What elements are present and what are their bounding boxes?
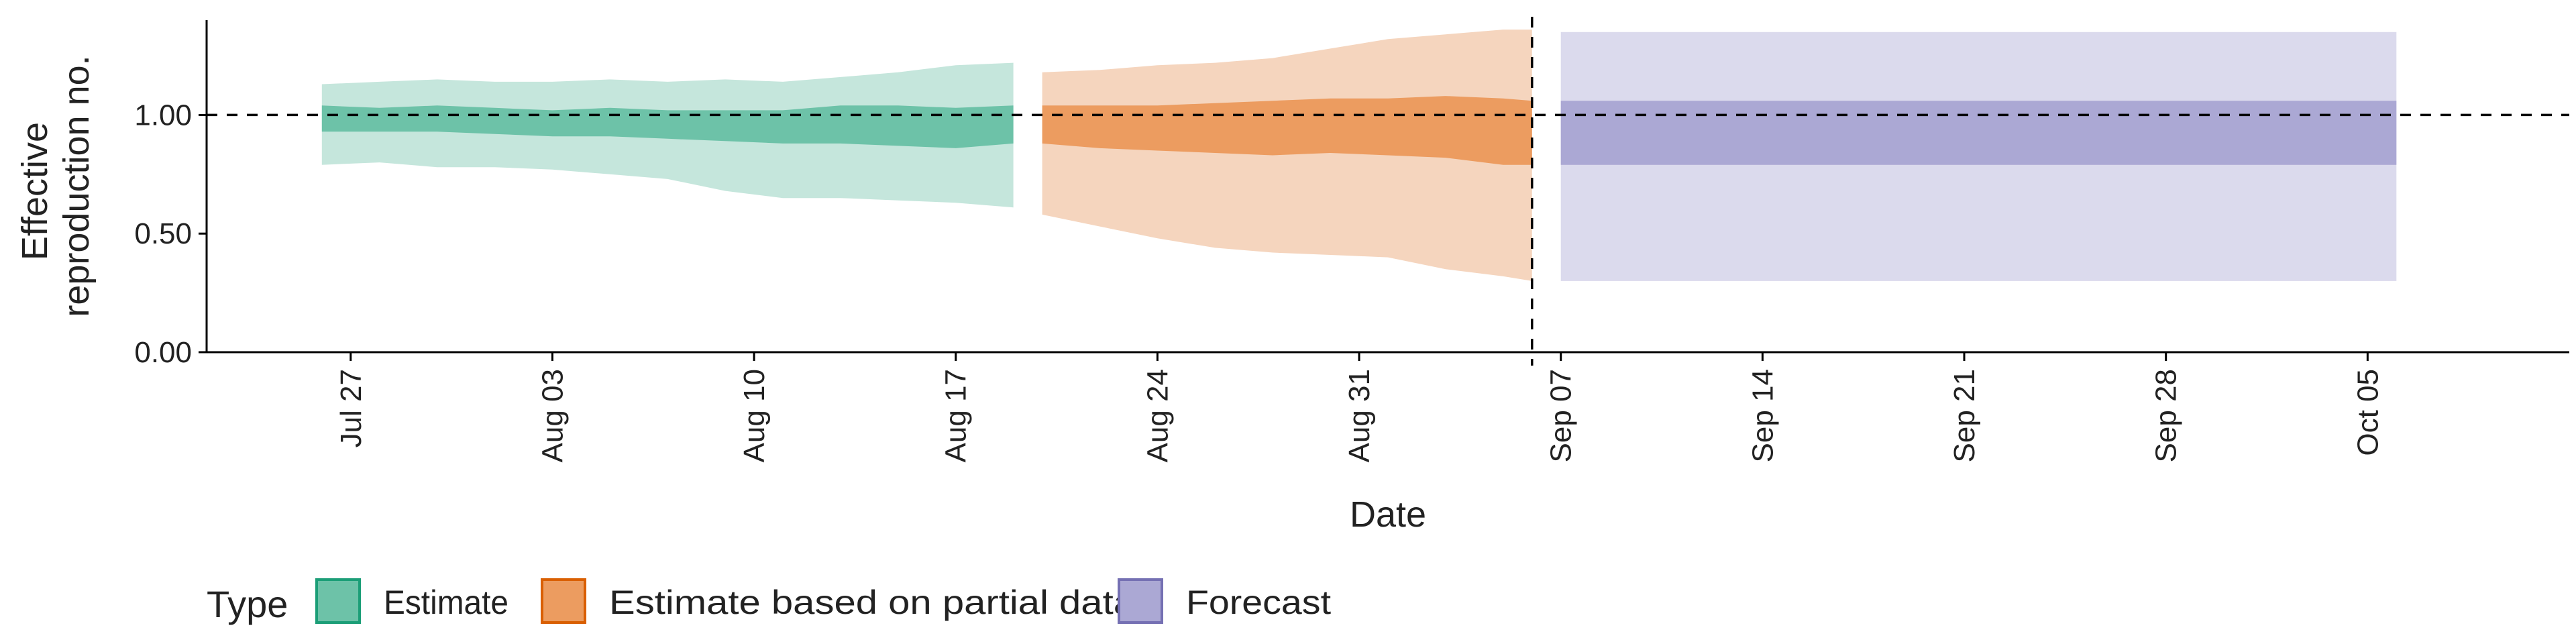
x-tick-label: Jul 27 [335,369,368,447]
x-tick-label: Oct 05 [2351,369,2384,456]
x-ticks: Jul 27 Aug 03 Aug 10 Aug 17 Aug 24 Aug 31 Sep … [335,352,2384,462]
x-tick-label: Aug 31 [1343,369,1376,462]
series-1-inner-band [1042,96,1532,165]
x-tick-label: Aug 03 [536,369,569,462]
y-ticks: 0.00 0.50 1.00 [134,99,207,369]
series-0-inner-band [321,105,1014,148]
legend-label-2: Forecast [1186,584,1331,621]
y-tick-label: 1.00 [134,99,192,131]
ribbon-layer [321,30,2397,281]
legend-key-0 [315,578,361,624]
legend-label-1: Estimate based on partial data [609,584,1135,621]
x-tick-label: Sep 14 [1746,369,1779,462]
series-2-inner-band [1560,101,2397,165]
y-axis-title: Effective reproduction no. [15,55,97,317]
reference-lines [207,17,2569,366]
legend-title: Type [207,583,288,625]
y-axis-title-line-2: reproduction no. [56,55,97,317]
x-tick-label: Aug 10 [738,369,771,462]
y-axis-title-line-1: Effective [15,122,55,260]
x-axis-title: Date [1350,494,1426,535]
legend: Type Estimate Estimate based on partial d… [207,578,1331,625]
x-tick-label: Sep 21 [1948,369,1981,462]
legend-key-1 [541,578,586,624]
x-tick-label: Sep 07 [1545,369,1578,462]
y-tick-label: 0.50 [134,217,192,250]
series-1-outer-band [1042,30,1532,281]
legend-key-2 [1118,578,1163,624]
legend-label-0: Estimate [384,584,508,621]
axes: 0.00 0.50 1.00 Jul 27 Aug 03 Aug 10 Aug 17 Aug… [134,20,2569,462]
x-tick-label: Sep 28 [2150,369,2183,462]
x-tick-label: Aug 17 [940,369,973,462]
x-tick-label: Aug 24 [1141,369,1174,462]
y-tick-label: 0.00 [134,336,192,369]
